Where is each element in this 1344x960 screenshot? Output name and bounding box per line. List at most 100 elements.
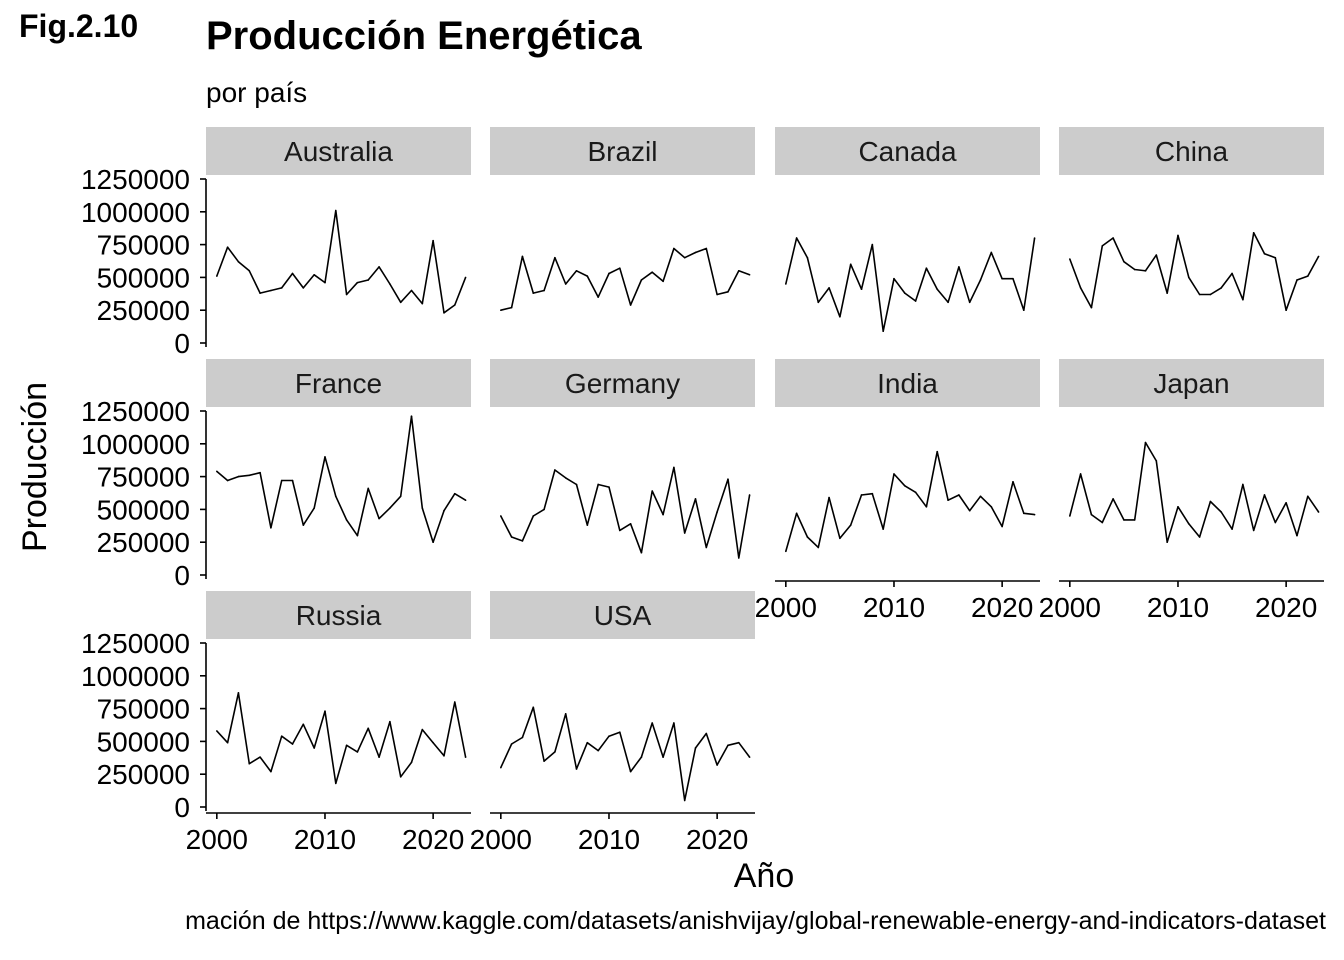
data-point-india-2011 xyxy=(903,484,906,487)
data-point-usa-2017 xyxy=(683,799,686,802)
data-point-china-2023 xyxy=(1317,255,1320,258)
facet-strip-canada xyxy=(775,127,1040,175)
data-point-germany-2005 xyxy=(554,469,556,471)
data-point-india-2003 xyxy=(817,546,820,549)
data-point-germany-2000 xyxy=(500,515,502,517)
data-point-india-2021 xyxy=(1012,481,1014,483)
data-point-china-2004 xyxy=(1112,237,1114,239)
data-point-brazil-2019 xyxy=(705,247,708,250)
data-point-china-2011 xyxy=(1187,276,1190,279)
data-point-brazil-2015 xyxy=(662,280,664,283)
data-point-brazil-2000 xyxy=(500,309,502,312)
data-point-australia-2006 xyxy=(280,287,283,289)
data-point-brazil-2014 xyxy=(651,271,654,273)
data-point-germany-2006 xyxy=(564,477,567,479)
data-point-germany-2023 xyxy=(748,494,751,496)
data-point-canada-2016 xyxy=(958,266,960,268)
data-point-canada-2009 xyxy=(882,330,884,332)
data-point-brazil-2018 xyxy=(694,251,697,254)
data-point-india-2015 xyxy=(947,499,949,502)
data-point-germany-2007 xyxy=(575,483,578,486)
data-point-russia-2019 xyxy=(421,728,424,731)
data-point-australia-2000 xyxy=(216,275,218,277)
data-point-canada-2008 xyxy=(871,243,874,246)
data-point-france-2006 xyxy=(280,479,283,482)
y-tick-label-russia-500000: 500000 xyxy=(97,726,190,757)
figure-tag: Fig.2.10 xyxy=(19,8,139,44)
y-tick-label-france-250000: 250000 xyxy=(97,527,190,558)
data-point-russia-2005 xyxy=(270,770,272,773)
data-point-canada-2007 xyxy=(860,288,863,291)
data-point-india-2001 xyxy=(795,512,798,515)
data-point-brazil-2007 xyxy=(575,270,578,272)
facet-label-brazil: Brazil xyxy=(587,136,657,167)
data-point-australia-2014 xyxy=(367,279,370,281)
data-point-france-2008 xyxy=(302,524,305,526)
data-point-brazil-2001 xyxy=(510,306,513,309)
data-point-usa-2013 xyxy=(640,756,643,758)
data-point-russia-2008 xyxy=(302,723,305,726)
data-point-australia-2017 xyxy=(399,301,402,304)
data-point-china-2007 xyxy=(1144,270,1147,272)
data-point-russia-2014 xyxy=(367,727,370,730)
data-point-brazil-2010 xyxy=(608,272,610,275)
data-point-japan-2015 xyxy=(1231,528,1233,530)
data-point-canada-2006 xyxy=(849,263,852,266)
data-point-brazil-2016 xyxy=(673,247,675,250)
facet-label-china: China xyxy=(1155,136,1229,167)
x-axis-title: Año xyxy=(734,857,795,895)
data-point-germany-2016 xyxy=(673,466,675,469)
data-point-germany-2009 xyxy=(597,483,599,486)
data-point-china-2003 xyxy=(1101,245,1104,247)
data-point-canada-2022 xyxy=(1022,309,1025,312)
data-point-australia-2007 xyxy=(291,272,294,275)
facet-strip-china xyxy=(1059,127,1324,175)
data-point-india-2004 xyxy=(828,496,830,499)
data-point-japan-2014 xyxy=(1220,511,1223,513)
series-line-france xyxy=(216,415,467,544)
x-tick-label-japan-2010: 2010 xyxy=(1147,592,1209,623)
data-point-brazil-2005 xyxy=(554,256,556,259)
data-point-canada-2003 xyxy=(817,301,820,304)
data-point-india-2007 xyxy=(860,494,863,496)
data-point-japan-2018 xyxy=(1263,494,1266,496)
data-point-germany-2013 xyxy=(640,551,643,554)
data-point-usa-2014 xyxy=(651,722,654,724)
y-tick-label-australia-750000: 750000 xyxy=(97,230,190,261)
data-point-canada-2012 xyxy=(914,300,917,302)
data-point-russia-2021 xyxy=(443,755,445,757)
data-point-canada-2001 xyxy=(795,237,798,239)
data-point-russia-2018 xyxy=(410,761,413,764)
data-point-brazil-2017 xyxy=(683,256,686,259)
data-point-india-2009 xyxy=(882,528,884,530)
data-point-france-2004 xyxy=(259,471,261,474)
data-point-france-2007 xyxy=(291,479,294,482)
data-point-brazil-2008 xyxy=(586,275,589,277)
data-point-usa-2020 xyxy=(716,764,718,766)
series-line-china xyxy=(1069,232,1320,312)
data-point-china-2000 xyxy=(1069,258,1071,260)
y-tick-label-france-500000: 500000 xyxy=(97,494,190,525)
data-point-china-2012 xyxy=(1198,293,1201,296)
data-point-canada-2005 xyxy=(839,315,841,318)
data-point-australia-2011 xyxy=(334,209,337,212)
data-point-china-2018 xyxy=(1263,252,1266,255)
facet-label-canada: Canada xyxy=(858,136,957,167)
data-point-china-2021 xyxy=(1296,279,1298,281)
series-line-japan xyxy=(1069,441,1320,544)
data-point-australia-2009 xyxy=(313,273,315,276)
data-point-germany-2022 xyxy=(737,557,740,559)
data-point-japan-2009 xyxy=(1166,541,1168,543)
data-point-china-2008 xyxy=(1155,254,1158,256)
data-point-russia-2009 xyxy=(313,747,315,749)
data-point-india-2005 xyxy=(839,537,841,540)
data-point-brazil-2003 xyxy=(532,292,535,294)
data-point-india-2019 xyxy=(990,505,993,508)
data-point-india-2002 xyxy=(806,536,809,538)
data-point-france-2010 xyxy=(324,456,326,458)
data-point-canada-2000 xyxy=(785,283,787,285)
data-point-japan-2013 xyxy=(1209,500,1212,503)
data-point-japan-2003 xyxy=(1101,521,1104,524)
data-point-france-2011 xyxy=(334,495,337,498)
facet-strip-usa xyxy=(490,591,755,639)
